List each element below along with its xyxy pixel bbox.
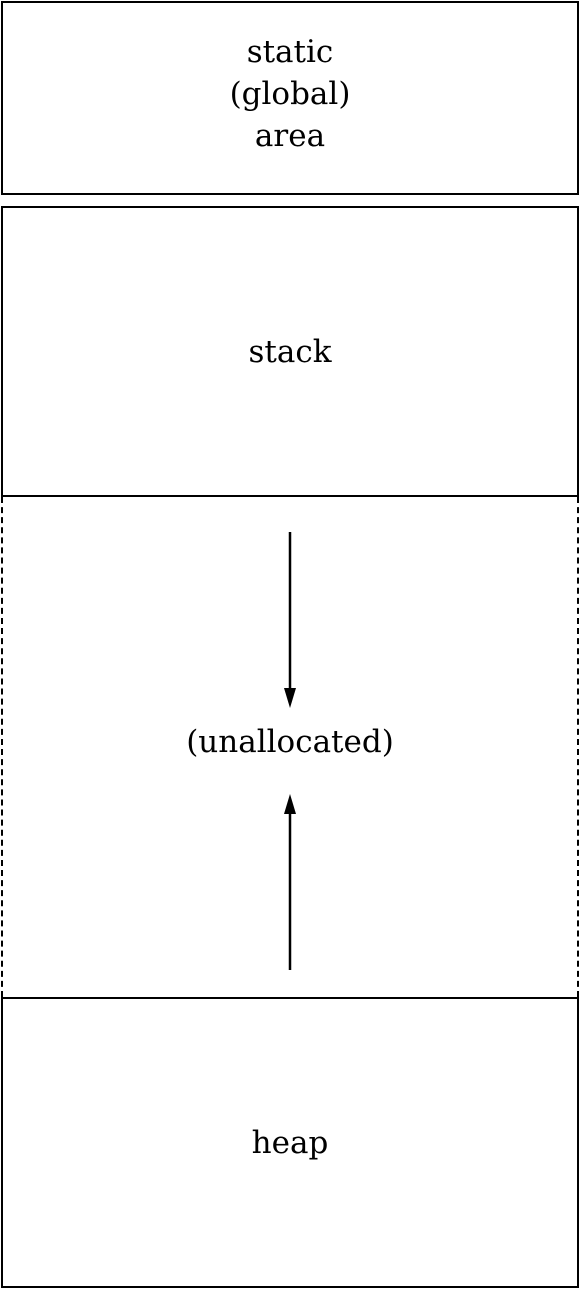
stack-label: stack xyxy=(248,333,332,370)
stack-growth-down-arrow xyxy=(284,532,296,708)
heap-growth-up-arrow xyxy=(284,794,296,970)
heap-region: heap xyxy=(1,997,579,1288)
unallocated-right-dashed-border xyxy=(577,497,579,997)
static-global-area-region: static (global) area xyxy=(1,1,579,195)
stack-region: stack xyxy=(1,206,579,497)
unallocated-region: (unallocated) xyxy=(1,497,579,997)
heap-label: heap xyxy=(251,1124,329,1161)
static-area-label: static (global) area xyxy=(229,34,351,154)
unallocated-left-dashed-border xyxy=(1,497,3,997)
unallocated-label: (unallocated) xyxy=(186,724,394,760)
